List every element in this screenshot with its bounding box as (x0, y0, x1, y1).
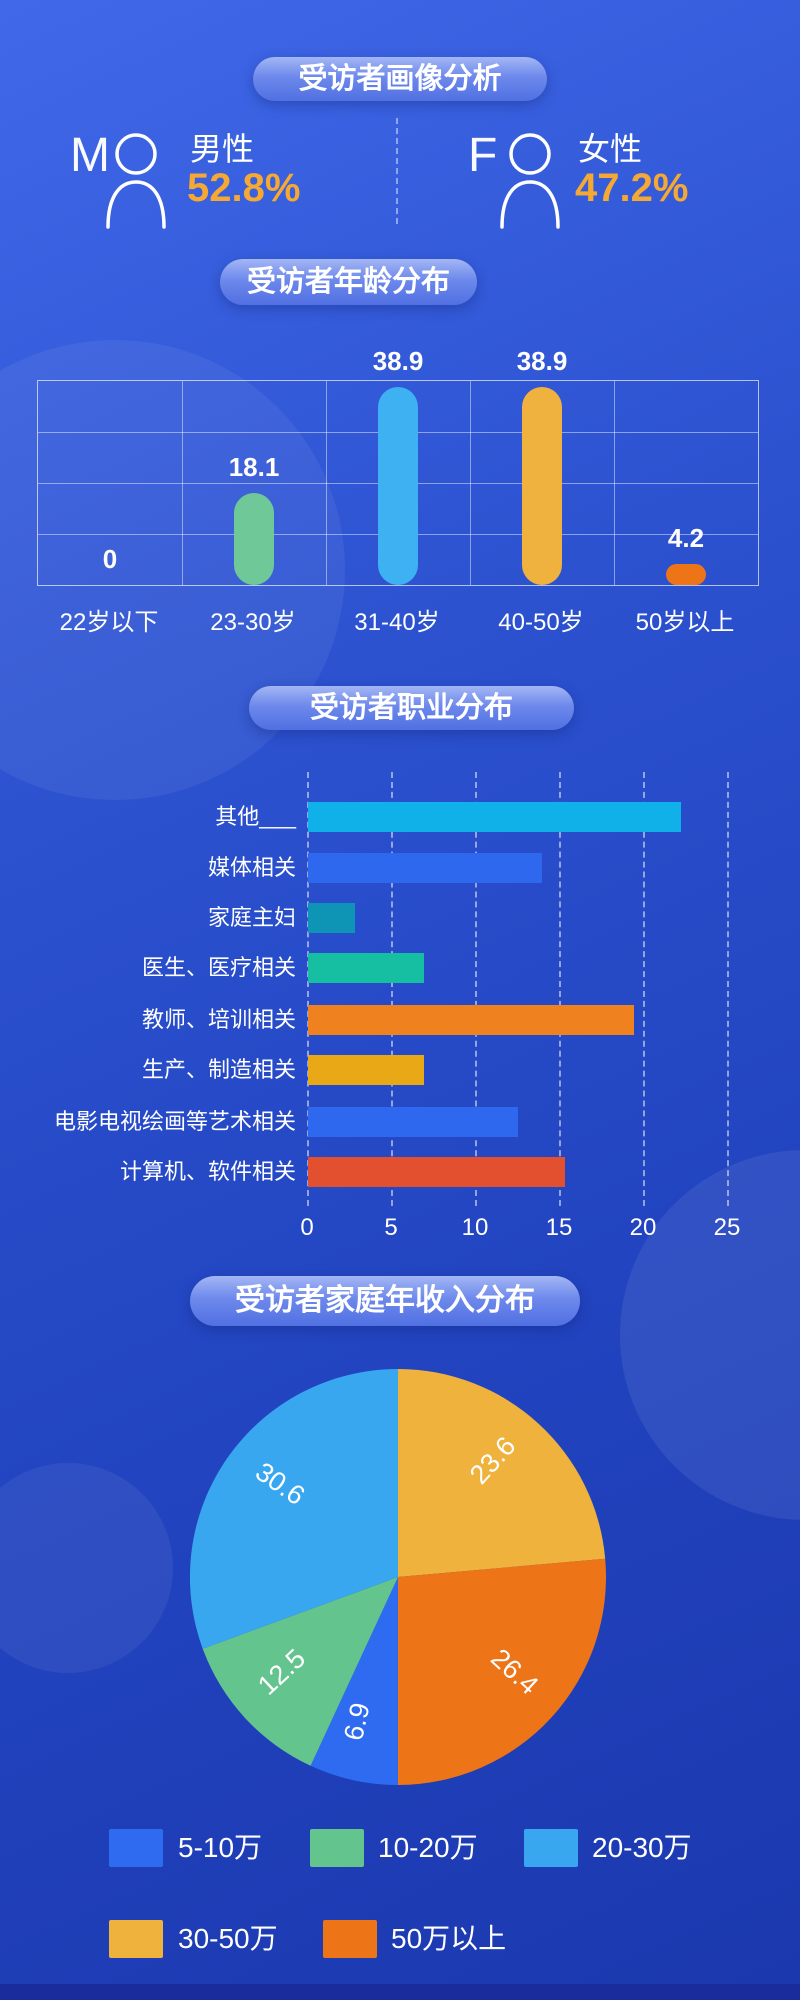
occupation-bar (308, 802, 681, 832)
income-pie-chart: 23.6 26.4 6.9 12.5 30.6 (189, 1369, 607, 1785)
occupation-plot-area (307, 772, 729, 1206)
grid-line (727, 772, 729, 1206)
occupation-category-label: 医生、医疗相关 (141, 955, 296, 980)
x-axis-tick: 25 (713, 1214, 741, 1241)
female-percentage: 47.2% (575, 166, 689, 210)
legend-label: 5-10万 (178, 1832, 263, 1863)
x-axis-tick: 5 (384, 1214, 398, 1241)
age-value-label: 18.1 (228, 451, 280, 482)
age-category-label: 23-30岁 (210, 609, 296, 636)
pie-slice (398, 1369, 606, 1577)
x-axis-tick: 20 (629, 1214, 657, 1241)
legend-swatch (109, 1920, 163, 1958)
grid-line (182, 381, 183, 585)
age-bar (378, 386, 418, 585)
legend-label: 30-50万 (178, 1923, 278, 1954)
grid-line (643, 772, 645, 1206)
section-title-income: 受访者家庭年收入分布 (190, 1276, 580, 1326)
grid-line (391, 772, 393, 1206)
section-title-occupation: 受访者职业分布 (249, 686, 574, 730)
grid-line (307, 772, 309, 1206)
male-person-icon (106, 133, 166, 229)
age-category-label: 31-40岁 (354, 609, 440, 636)
age-chart: 0 18.1 38.9 38.9 4.2 (37, 346, 759, 586)
grid-line (470, 381, 471, 585)
occupation-category-label: 媒体相关 (207, 855, 296, 880)
age-category-label: 40-50岁 (498, 609, 584, 636)
legend-swatch (323, 1920, 377, 1958)
occupation-bar (308, 1055, 424, 1085)
occupation-category-label: 其他___ (215, 804, 296, 829)
male-percentage: 52.8% (187, 166, 301, 210)
occupation-bar (308, 903, 355, 933)
section-title-age: 受访者年龄分布 (220, 259, 477, 305)
pie-slice (189, 1369, 398, 1649)
occupation-bar (308, 853, 542, 883)
occupation-category-label: 计算机、软件相关 (119, 1159, 296, 1184)
grid-line (559, 772, 561, 1206)
grid-line (614, 381, 615, 585)
x-axis-tick: 0 (300, 1214, 314, 1241)
occupation-bar (308, 953, 424, 983)
occupation-category-label: 生产、制造相关 (141, 1057, 296, 1082)
occupation-bar (308, 1157, 565, 1187)
age-bar (522, 386, 562, 585)
legend-label: 50万以上 (391, 1923, 507, 1954)
pie-slice (310, 1577, 398, 1785)
footer-strip (0, 1984, 800, 2000)
occupation-bar (308, 1005, 634, 1035)
age-value-label: 0 (102, 544, 118, 574)
occupation-category-label: 教师、培训相关 (141, 1007, 296, 1032)
grid-line (326, 381, 327, 585)
legend-label: 20-30万 (592, 1832, 692, 1863)
pie-slice (202, 1577, 398, 1766)
legend-swatch (524, 1829, 578, 1867)
age-category-label: 22岁以下 (59, 609, 159, 636)
legend-swatch (109, 1829, 163, 1867)
background-circle (0, 1463, 173, 1673)
age-bar (666, 563, 706, 585)
grid-line (475, 772, 477, 1206)
age-value-label: 38.9 (516, 345, 568, 376)
x-axis-tick: 10 (461, 1214, 489, 1241)
x-axis-tick: 15 (545, 1214, 573, 1241)
male-letter: M (70, 129, 110, 182)
age-category-label: 50岁以上 (635, 609, 735, 636)
male-label: 男性 (190, 131, 255, 167)
legend-swatch (310, 1829, 364, 1867)
age-bar (234, 492, 274, 585)
section-title-profile: 受访者画像分析 (253, 57, 547, 101)
female-letter: F (468, 129, 498, 182)
pie-slice (398, 1558, 607, 1785)
female-label: 女性 (578, 131, 643, 167)
occupation-category-label: 家庭主妇 (207, 905, 296, 930)
age-value-label: 4.2 (667, 522, 705, 553)
female-person-icon (500, 133, 560, 229)
occupation-category-label: 电影电视绘画等艺术相关 (53, 1109, 296, 1134)
occupation-bar (308, 1107, 518, 1137)
age-value-label: 38.9 (372, 345, 424, 376)
legend-label: 10-20万 (378, 1832, 478, 1863)
gender-divider (396, 118, 398, 224)
